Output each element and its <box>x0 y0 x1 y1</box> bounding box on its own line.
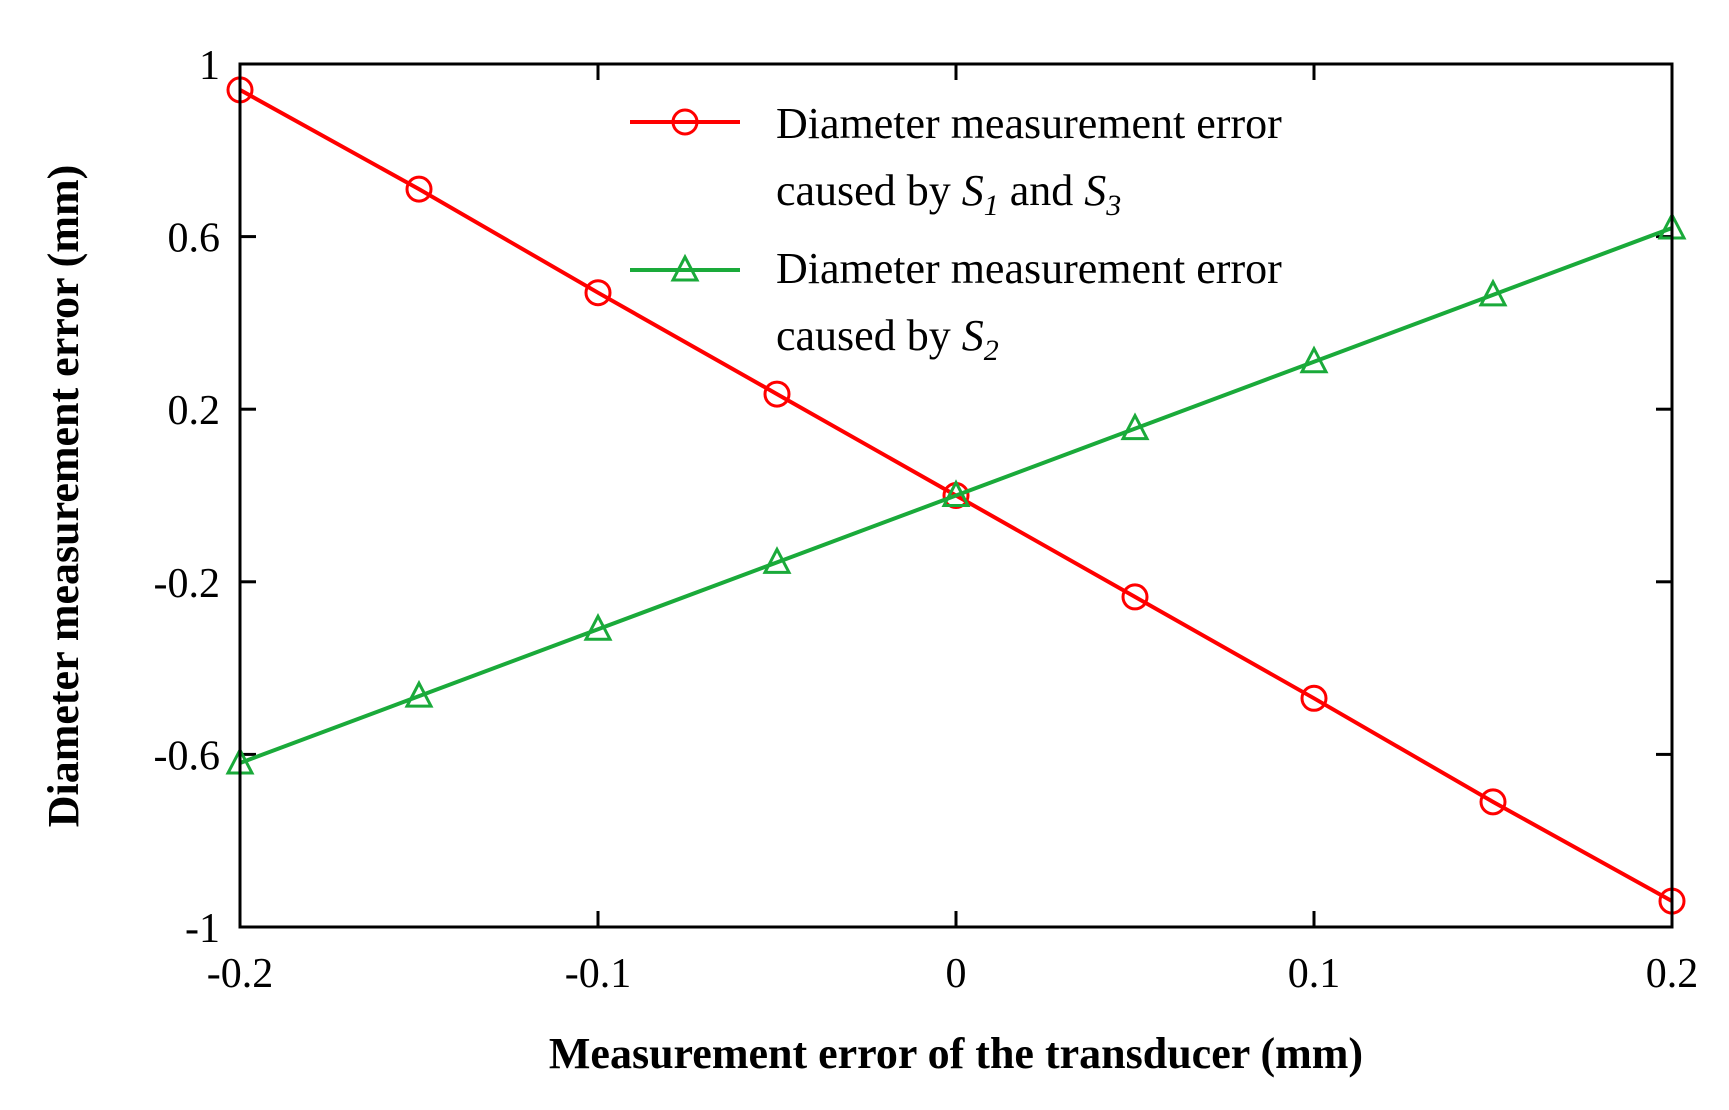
x-axis-title: Measurement error of the transducer (mm) <box>549 1029 1363 1078</box>
legend-series-1-s1: S <box>962 166 984 215</box>
y-tick-label: 1 <box>199 43 220 89</box>
legend-series-2-s: S <box>962 311 984 360</box>
data-point-circle <box>584 279 612 307</box>
series-line-2 <box>239 226 1673 765</box>
legend-marker-circle <box>671 108 699 136</box>
legend-series-1-line-2: caused by S1 and S3 <box>776 166 1121 222</box>
data-point-circle <box>1300 684 1328 712</box>
x-tick-label: 0.1 <box>1288 951 1341 997</box>
y-tick-label: 0.2 <box>168 388 221 434</box>
legend-series-2-line-1: Diameter measurement error <box>776 244 1282 293</box>
data-point-triangle <box>404 679 434 708</box>
x-tick-label: 0 <box>946 951 967 997</box>
x-tick-label: -0.2 <box>207 951 274 997</box>
data-point-triangle <box>583 613 613 641</box>
y-tick-label: -0.2 <box>154 561 221 607</box>
legend-series-1-line-1: Diameter measurement error <box>776 99 1282 148</box>
legend-series-2-s-sub: 2 <box>984 334 999 367</box>
data-point-triangle <box>1299 345 1329 374</box>
y-axis-title: Diameter measurement error (mm) <box>39 165 88 828</box>
data-point-triangle <box>1478 278 1508 307</box>
legend-series-1-prefix: caused by <box>776 166 962 215</box>
x-tick-label: 0.2 <box>1646 951 1699 997</box>
ticks-layer: -0.2 -0.1 0 0.1 0.2 1 0.6 0.2 -0.2 -0.6 -1 <box>154 43 1699 997</box>
legend-series-2-prefix: caused by <box>776 311 962 360</box>
y-tick-label: -0.6 <box>154 733 221 779</box>
legend-series-1-mid: and <box>999 166 1085 215</box>
data-point-circle <box>405 175 433 203</box>
data-point-triangle <box>941 479 971 507</box>
data-point-triangle <box>1120 412 1150 441</box>
data-point-circle <box>763 380 791 408</box>
data-point-triangle <box>762 546 792 574</box>
legend-series-1-s3: S <box>1084 166 1106 215</box>
legend-series-1-s3-sub: 3 <box>1105 189 1121 222</box>
data-point-circle <box>1121 583 1149 611</box>
x-tick-label: -0.1 <box>565 951 632 997</box>
series-layer <box>225 76 1687 915</box>
data-point-circle <box>1479 788 1507 816</box>
legend-series-2-line-2: caused by S2 <box>776 311 999 367</box>
legend: Diameter measurement error caused by S1 … <box>630 99 1282 367</box>
y-tick-label: -1 <box>185 906 220 952</box>
plot-frame <box>238 62 1674 929</box>
legend-marker-triangle <box>670 253 700 282</box>
y-tick-label: 0.6 <box>168 216 221 262</box>
legend-series-1-s1-sub: 1 <box>984 189 999 222</box>
